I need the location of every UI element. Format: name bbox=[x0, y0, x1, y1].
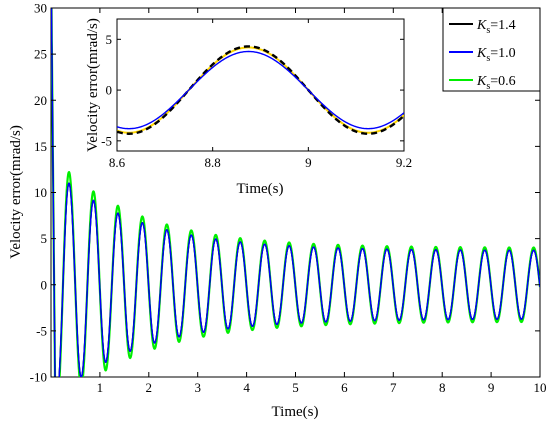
main-y-tick-label: 5 bbox=[41, 231, 48, 246]
main-x-tick-label: 8 bbox=[439, 380, 446, 395]
main-y-axis-label: Velocity error(mrad/s) bbox=[8, 125, 24, 259]
inset-x-tick-label: 9 bbox=[305, 155, 312, 170]
inset-y-tick-label: 5 bbox=[106, 32, 113, 47]
main-y-tick-label: 30 bbox=[34, 1, 47, 16]
main-tick-labels: 1 2 3 4 5 6 7 8 9 10 -10 -5 0 5 10 15 20 25 30 bbox=[30, 1, 547, 396]
inset-plot-frame bbox=[116, 18, 405, 152]
inset-x-axis-label: Time(s) bbox=[237, 181, 284, 197]
main-x-tick-label: 9 bbox=[488, 380, 495, 395]
main-series-group bbox=[51, 8, 540, 377]
main-x-tick-label: 6 bbox=[341, 380, 348, 395]
inset-y-axis-label: Velocity error(mrad/s) bbox=[85, 18, 101, 152]
inset-y-tick-label: 0 bbox=[106, 83, 113, 98]
legend-label-1: Ks=1.4 bbox=[476, 18, 516, 36]
main-y-tick-label: 10 bbox=[34, 185, 47, 200]
inset-ticks bbox=[116, 19, 405, 151]
legend-label-2: Ks=1.0 bbox=[476, 46, 516, 64]
inset-tick-labels: 8.6 8.8 9 9.2 -5 0 5 bbox=[101, 32, 412, 170]
legend: Ks=1.4 Ks=1.0 Ks=0.6 bbox=[442, 7, 541, 92]
main-x-tick-label: 5 bbox=[292, 380, 299, 395]
inset-x-tick-label: 8.8 bbox=[205, 155, 221, 170]
main-y-tick-label: -10 bbox=[30, 370, 47, 385]
inset-plot: 8.6 8.8 9 9.2 -5 0 5 Time(s) Velocity error(mr… bbox=[85, 18, 412, 197]
inset-x-tick-label: 8.6 bbox=[109, 155, 126, 170]
main-y-tick-label: 15 bbox=[34, 139, 47, 154]
main-y-tick-label: -5 bbox=[36, 323, 47, 338]
inset-series-group bbox=[117, 45, 404, 135]
inset-y-tick-label: -5 bbox=[101, 133, 112, 148]
main-series-line-2 bbox=[51, 8, 540, 377]
inset-series-line-1 bbox=[117, 45, 404, 135]
main-ticks bbox=[51, 7, 541, 378]
main-y-tick-label: 25 bbox=[34, 47, 47, 62]
inset-x-tick-label: 9.2 bbox=[396, 155, 412, 170]
legend-box bbox=[442, 7, 541, 92]
main-plot: 1 2 3 4 5 6 7 8 9 10 -10 -5 0 5 10 15 20 25 30 Time(s) Vel… bbox=[8, 1, 547, 421]
main-x-tick-label: 2 bbox=[146, 380, 153, 395]
main-x-tick-label: 3 bbox=[194, 380, 201, 395]
main-x-tick-label: 10 bbox=[534, 380, 547, 395]
main-x-axis-label: Time(s) bbox=[272, 404, 319, 420]
inset-series-line-2 bbox=[117, 50, 404, 130]
main-x-tick-label: 4 bbox=[243, 380, 250, 395]
legend-label-3: Ks=0.6 bbox=[476, 74, 516, 92]
main-x-tick-label: 7 bbox=[390, 380, 397, 395]
main-y-tick-label: 20 bbox=[34, 93, 47, 108]
main-x-tick-label: 1 bbox=[97, 380, 104, 395]
main-y-tick-label: 0 bbox=[41, 277, 48, 292]
